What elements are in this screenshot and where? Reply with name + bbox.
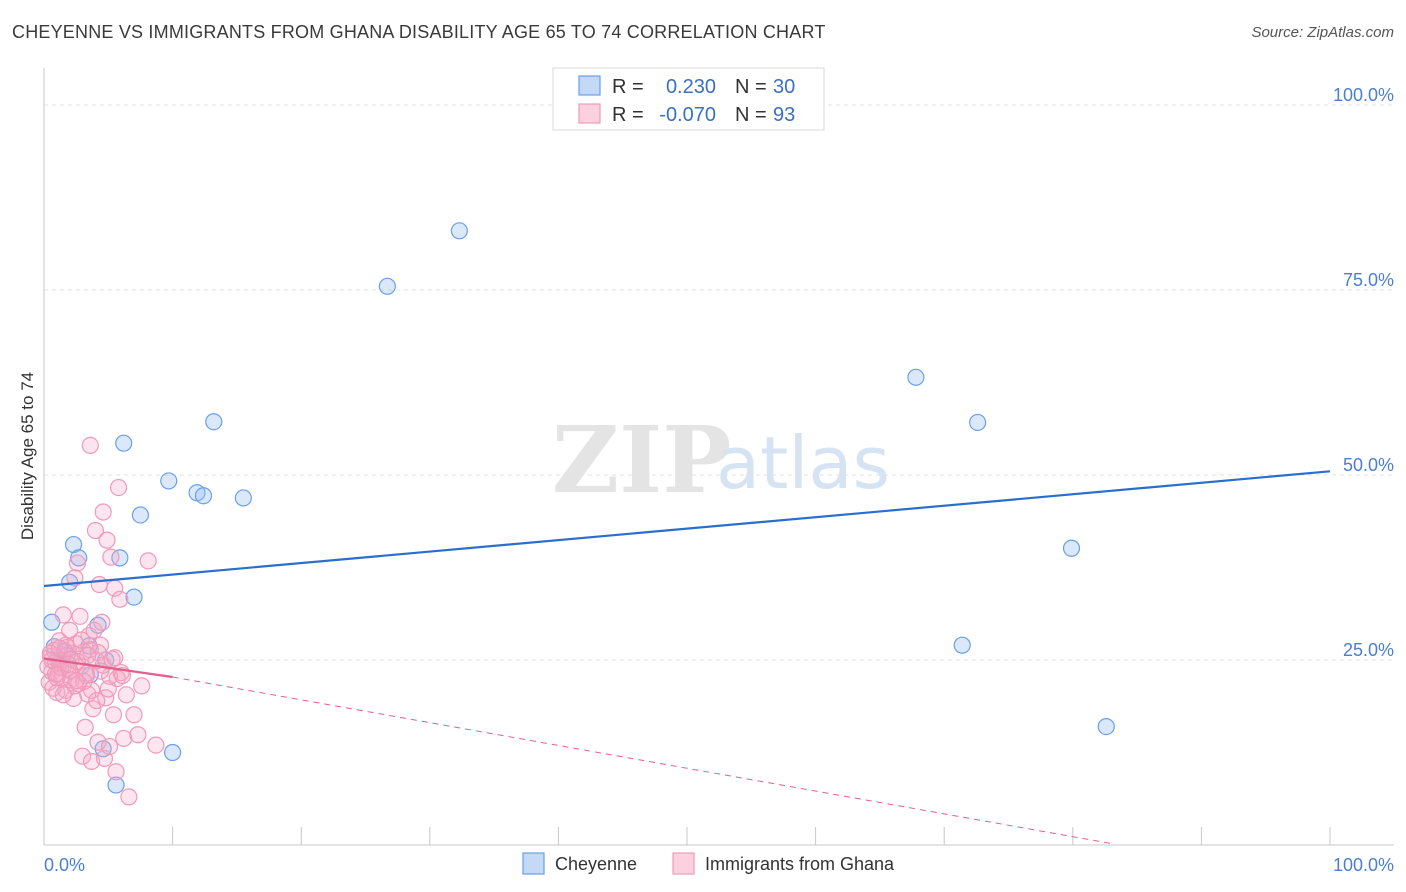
ghana-trend-line: [43, 657, 173, 679]
ghana-point: [46, 665, 65, 683]
cheyenne-point: [907, 368, 925, 386]
ghana-point: [113, 666, 132, 685]
stats-n-value-2: 93: [773, 104, 795, 126]
cheyenne-point: [131, 506, 150, 524]
ghana-point: [129, 726, 147, 744]
ghana-point: [82, 752, 101, 770]
y-tick-label: 25.0%: [1343, 640, 1394, 660]
cheyenne-point: [194, 487, 213, 505]
x-tick-marks: [43, 827, 1331, 845]
legend-swatch-ghana: [672, 852, 695, 875]
cheyenne-point: [125, 588, 143, 606]
chart-title: CHEYENNE VS IMMIGRANTS FROM GHANA DISABI…: [12, 22, 826, 42]
ghana-point: [76, 718, 94, 736]
stats-n-value-1: 30: [773, 76, 795, 98]
stats-legend-swatch-ghana: [578, 103, 601, 124]
cheyenne-point: [107, 776, 125, 794]
y-tick-labels: 25.0% 50.0% 75.0% 100.0%: [1333, 85, 1394, 660]
ghana-point: [133, 677, 151, 695]
stats-n-label-1: N =: [735, 76, 767, 98]
ghana-point: [104, 706, 123, 724]
cheyenne-point: [450, 222, 468, 240]
cheyenne-point: [205, 413, 223, 431]
ghana-point: [102, 548, 120, 566]
ghana-point: [139, 552, 157, 570]
watermark-zip: ZIP: [552, 406, 731, 514]
ghana-point: [125, 706, 143, 724]
ghana-point: [117, 686, 135, 704]
legend-label-cheyenne: Cheyenne: [555, 854, 637, 874]
ghana-point: [88, 692, 106, 710]
ghana-point: [120, 788, 138, 806]
ghana-point: [115, 729, 133, 748]
x-tick-label-min: 0.0%: [44, 855, 85, 875]
ghana-point: [54, 606, 72, 624]
trend-lines: [43, 470, 1331, 845]
y-tick-label: 75.0%: [1343, 270, 1394, 290]
legend-swatch-cheyenne: [522, 852, 545, 875]
ghana-point: [107, 763, 125, 781]
ghana-point: [73, 747, 92, 765]
cheyenne-point: [164, 743, 182, 762]
ghana-point: [79, 646, 97, 665]
stats-legend-swatch-cheyenne: [578, 75, 601, 96]
ghana-point: [90, 575, 108, 594]
cheyenne-point: [969, 413, 987, 432]
grid-lines: [44, 104, 1394, 661]
cheyenne-point: [378, 277, 396, 295]
ghana-point: [100, 737, 119, 756]
x-tick-label-max: 100.0%: [1333, 855, 1394, 875]
cheyenne-point: [115, 434, 133, 452]
ghana-point: [111, 590, 129, 608]
cheyenne-point: [160, 472, 178, 490]
cheyenne-point: [1062, 539, 1081, 557]
stats-r-label-1: R =: [612, 76, 644, 98]
scatter-points: [39, 222, 1115, 806]
cheyenne-point: [1097, 717, 1115, 736]
cheyenne-trend-line: [43, 470, 1331, 588]
ghana-point: [81, 436, 99, 454]
ghana-point: [106, 649, 124, 667]
ghana-point: [109, 478, 128, 497]
y-tick-label: 100.0%: [1333, 85, 1394, 105]
stats-r-label-2: R =: [612, 104, 644, 126]
y-tick-label: 50.0%: [1343, 455, 1394, 475]
ghana-point: [98, 531, 116, 549]
y-axis-label: Disability Age 65 to 74: [18, 372, 37, 540]
ghana-point: [94, 503, 112, 521]
stats-n-label-2: N =: [735, 104, 767, 126]
ghana-trend-line-extension: [172, 676, 1112, 845]
watermark: ZIP atlas: [552, 406, 890, 514]
ghana-point: [50, 639, 69, 657]
stats-legend: R = 0.230 N = 30 R = -0.070 N = 93: [552, 67, 825, 131]
watermark-atlas: atlas: [716, 421, 890, 505]
cheyenne-point: [111, 549, 129, 567]
ghana-point: [41, 644, 60, 662]
ghana-point: [147, 736, 165, 754]
axes: [43, 68, 1394, 846]
ghana-point: [93, 613, 111, 631]
ghana-point: [68, 554, 87, 572]
stats-r-value-1: 0.230: [666, 76, 716, 98]
ghana-point: [86, 521, 105, 540]
ghana-point: [71, 607, 89, 625]
ghana-point: [54, 686, 72, 704]
ghana-point: [67, 672, 85, 690]
cheyenne-point: [953, 636, 971, 654]
legend-label-ghana: Immigrants from Ghana: [705, 854, 895, 874]
stats-r-value-2: -0.070: [659, 104, 716, 126]
ghana-point: [84, 700, 102, 718]
ghana-point: [59, 655, 78, 674]
cheyenne-point: [234, 489, 252, 507]
series-legend: Cheyenne Immigrants from Ghana: [522, 852, 895, 875]
chart-source: Source: ZipAtlas.com: [1251, 24, 1394, 41]
